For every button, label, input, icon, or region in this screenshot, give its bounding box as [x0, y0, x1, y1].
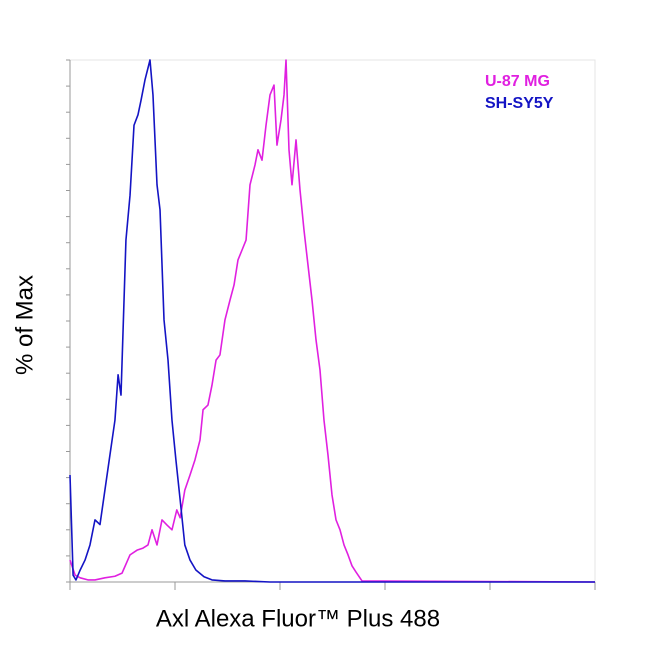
y-axis-label: % of Max — [11, 275, 38, 375]
plot-frame — [69, 59, 596, 583]
legend-entry: U-87 MG — [485, 73, 550, 90]
legend-entry: SH-SY5Y — [485, 95, 554, 112]
series-line — [69, 59, 596, 583]
x-axis-label: Axl Alexa Fluor™ Plus 488 — [156, 605, 440, 632]
series-line — [69, 59, 595, 583]
